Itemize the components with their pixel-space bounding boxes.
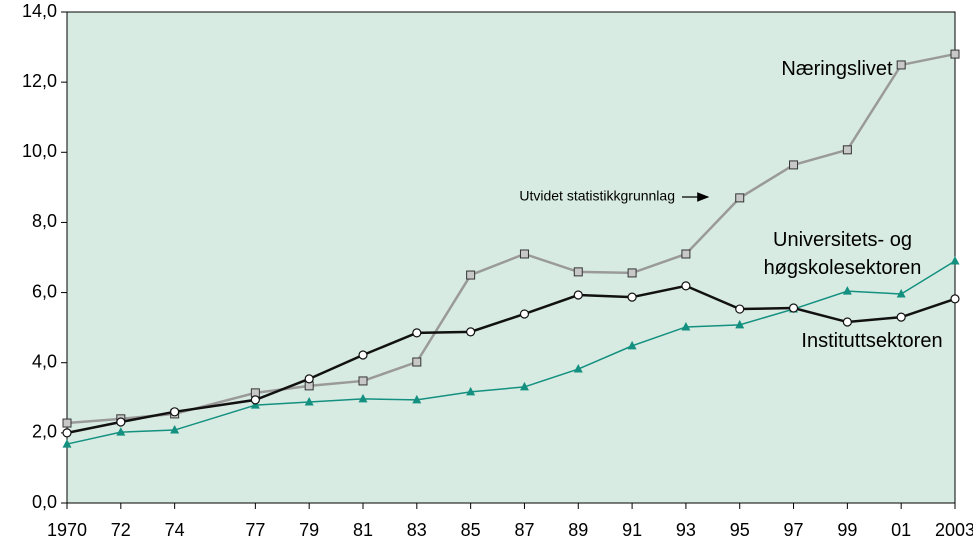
marker — [62, 418, 72, 428]
x-tick-label: 87 — [514, 520, 534, 540]
marker — [735, 319, 745, 329]
marker — [466, 327, 476, 337]
x-tick-label: 91 — [622, 520, 642, 540]
x-tick-label: 79 — [299, 520, 319, 540]
annotation: Utvidet statistikkgrunnlag — [519, 188, 675, 204]
marker — [358, 350, 368, 360]
marker — [896, 60, 906, 70]
marker — [116, 417, 126, 427]
marker — [788, 303, 799, 313]
marker — [950, 256, 960, 265]
series-label: Instituttsektoren — [801, 330, 943, 352]
marker — [842, 286, 852, 295]
marker — [627, 268, 637, 278]
x-tick-label: 97 — [784, 520, 804, 540]
marker — [789, 160, 799, 170]
x-tick-label: 89 — [568, 520, 588, 540]
x-tick-label: 72 — [111, 520, 131, 540]
marker — [519, 249, 529, 259]
y-tick-label: 12,0 — [22, 71, 57, 91]
marker — [627, 292, 637, 302]
marker — [950, 294, 960, 304]
x-tick-label: 83 — [407, 520, 427, 540]
x-tick-label: 99 — [837, 520, 857, 540]
marker — [466, 386, 476, 396]
marker — [842, 317, 852, 327]
y-tick-label: 8,0 — [32, 211, 57, 231]
marker — [412, 394, 422, 404]
x-tick-label: 81 — [353, 520, 373, 540]
x-tick-label: 2003 — [935, 520, 973, 540]
x-tick-label: 85 — [461, 520, 481, 540]
marker — [170, 425, 180, 434]
marker — [573, 267, 583, 277]
marker — [62, 428, 72, 438]
plot-area — [66, 11, 956, 504]
marker — [950, 49, 960, 59]
marker — [358, 393, 368, 403]
marker — [412, 328, 422, 338]
marker — [250, 395, 260, 405]
y-tick-label: 6,0 — [32, 281, 57, 301]
marker — [896, 288, 906, 298]
marker — [170, 407, 180, 417]
marker — [735, 193, 745, 203]
marker — [896, 312, 906, 322]
marker — [466, 270, 476, 280]
series-label: Næringslivet — [781, 58, 893, 80]
marker — [735, 304, 745, 314]
x-tick-label: 74 — [165, 520, 185, 540]
marker — [519, 381, 529, 391]
marker — [627, 340, 637, 350]
marker — [842, 145, 852, 155]
marker — [519, 309, 530, 319]
y-tick-label: 4,0 — [32, 351, 57, 371]
marker — [573, 364, 583, 373]
y-tick-label: 14,0 — [22, 1, 57, 21]
x-tick-label: 01 — [891, 520, 911, 540]
marker — [681, 249, 691, 259]
marker — [681, 321, 691, 331]
x-tick-label: 77 — [245, 520, 265, 540]
marker — [573, 290, 583, 300]
marker — [358, 376, 368, 386]
x-tick-label: 93 — [676, 520, 696, 540]
marker — [412, 357, 422, 367]
marker — [304, 374, 314, 384]
marker — [116, 427, 126, 436]
marker — [62, 439, 72, 448]
y-tick-label: 10,0 — [22, 141, 57, 161]
y-tick-label: 2,0 — [32, 422, 57, 442]
marker — [681, 281, 691, 291]
series-label: Universitets- og høgskolesektoren — [763, 229, 922, 279]
x-tick-label: 1970 — [47, 520, 87, 540]
marker — [304, 396, 314, 406]
y-tick-label: 0,0 — [32, 492, 57, 512]
x-tick-label: 95 — [730, 520, 750, 540]
